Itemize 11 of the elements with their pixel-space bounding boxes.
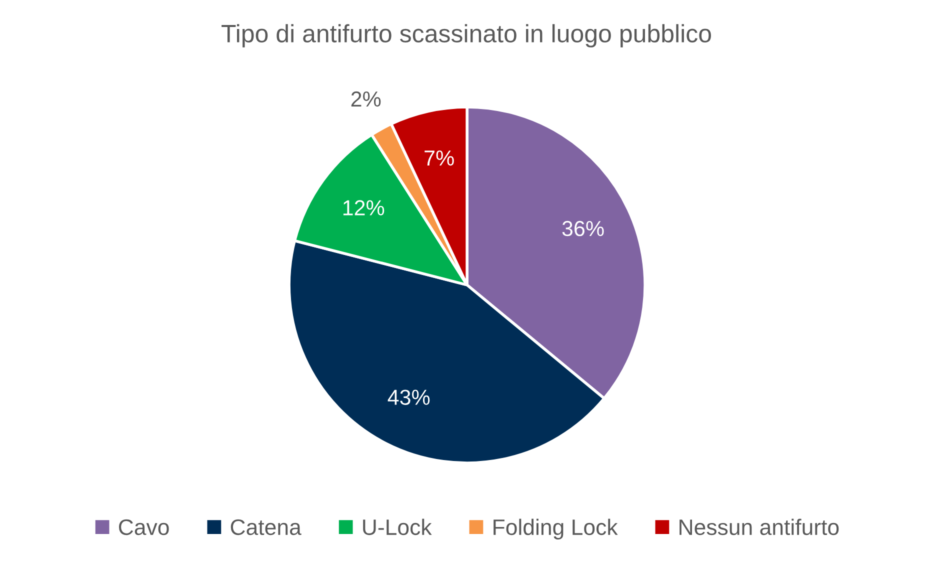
data-label: 2% xyxy=(351,91,381,107)
chart-title: Tipo di antifurto scassinato in luogo pubblico xyxy=(222,24,711,48)
data-label: 36% xyxy=(562,220,604,236)
legend-label: Nessun antifurto xyxy=(680,518,839,536)
legend-label: Cavo xyxy=(118,519,169,536)
data-label: 43% xyxy=(388,390,430,405)
legend-label: U-Lock xyxy=(363,518,432,536)
legend-label: Catena xyxy=(230,519,302,536)
data-label: 7% xyxy=(424,150,454,166)
data-label: 12% xyxy=(343,200,384,216)
legend-label: Folding Lock xyxy=(494,518,618,540)
